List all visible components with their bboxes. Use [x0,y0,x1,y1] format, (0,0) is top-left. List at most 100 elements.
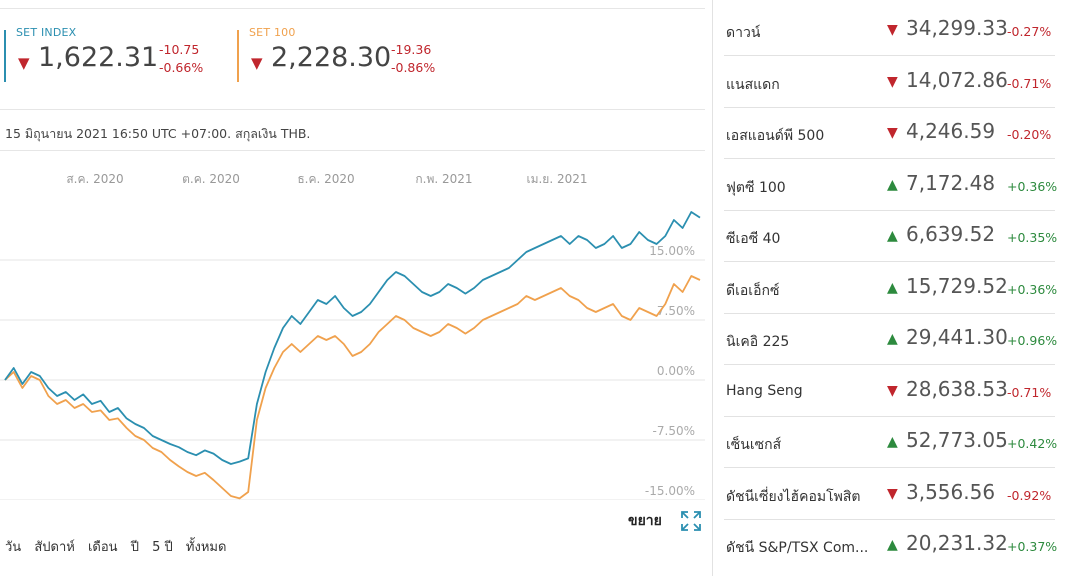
x-tick-label: ธ.ค. 2020 [297,172,354,186]
up-arrow-icon: ▲ [887,176,898,193]
divider [0,109,705,110]
market-chart-panel: SET INDEX ▼ 1,622.31 -10.75 -0.66% SET 1… [0,8,712,555]
y-tick-label: 0.00% [657,364,695,378]
range-year[interactable]: ปี [130,540,139,555]
timestamp-note: 15 มิถุนายน 2021 16:50 UTC +07:00. สกุลเ… [5,126,311,141]
series-color-bar [4,30,6,82]
market-row[interactable]: ดัชนี S&P/TSX Com... ▲ 20,231.32 +0.37% [713,520,1061,571]
market-change: -0.27% [1007,24,1052,39]
market-row[interactable]: Hang Seng ▼ 28,638.53 -0.71% [713,366,1061,417]
market-change: +0.36% [1007,281,1058,297]
y-tick-label: -15.00% [645,484,695,498]
market-value: 7,172.48 [906,170,996,195]
market-value: 29,441.30 [906,325,1008,349]
market-row[interactable]: เอสแอนด์พี 500 ▼ 4,246.59 -0.20% [713,108,1061,159]
market-change: -0.92% [1007,487,1052,503]
range-5year[interactable]: 5 ปี [152,540,173,555]
market-value: 4,246.59 [906,119,996,143]
market-value: 34,299.33 [906,16,1008,40]
divider [0,8,705,9]
market-change: +0.37% [1007,539,1058,554]
market-row[interactable]: เซ็นเซกส์ ▲ 52,773.05 +0.42% [713,417,1061,468]
series-line-set100 [4,275,701,500]
market-value: 52,773.05 [906,428,1008,452]
series-color-bar [237,30,239,82]
market-name: ดาวน์ [726,25,761,41]
x-tick-label: เม.ย. 2021 [526,172,587,186]
row-divider [724,209,1055,211]
index-card-set100[interactable]: SET 100 ▼ 2,228.30 -19.36 -0.86% [237,26,467,84]
market-change: +0.96% [1007,333,1058,348]
index-name: SET INDEX [16,26,77,39]
market-name: ดัชนี S&P/TSX Com... [726,540,869,556]
range-day[interactable]: วัน [5,540,22,555]
row-divider [724,467,1055,468]
change-amount: -10.75 [159,42,200,57]
down-arrow-icon: ▼ [887,125,898,141]
y-tick-label: -7.50% [653,424,695,438]
down-arrow-icon: ▼ [887,73,898,90]
market-name: เซ็นเซกส์ [726,437,782,453]
market-row[interactable]: ดัชนีเซี่ยงไฮ้คอมโพสิต ▼ 3,556.56 -0.92% [713,469,1061,520]
market-value: 20,231.32 [906,531,1008,555]
market-row[interactable]: แนสแดก ▼ 14,072.86 -0.71% [713,57,1061,108]
up-arrow-icon: ▲ [887,331,898,347]
market-name: เอสแอนด์พี 500 [726,128,825,144]
row-divider [724,261,1055,262]
market-change: +0.42% [1007,436,1058,451]
row-divider [724,518,1055,520]
row-divider [724,312,1055,314]
x-tick-label: ก.พ. 2021 [415,172,472,186]
index-name: SET 100 [249,26,296,39]
market-row[interactable]: นิเคอิ 225 ▲ 29,441.30 +0.96% [713,314,1061,365]
change-amount: -19.36 [391,42,432,57]
divider [0,150,705,151]
up-arrow-icon: ▲ [887,537,898,553]
up-arrow-icon: ▲ [887,434,898,450]
market-name: ซีเอซี 40 [726,231,781,247]
index-value: 2,228.30 [271,42,392,73]
market-row[interactable]: ดาวน์ ▼ 34,299.33 -0.27% [713,5,1061,56]
market-change: +0.36% [1007,178,1058,194]
row-divider [724,415,1055,417]
row-divider [724,158,1055,159]
market-name: Hang Seng [726,382,803,399]
y-tick-label: 15.00% [649,244,695,258]
market-list: ดาวน์ ▼ 34,299.33 -0.27% แนสแดก ▼ 14,072.86 -0.… [712,0,1071,576]
performance-chart[interactable]: 15.00% 7.50% 0.00% -7.50% -15.00% ส.ค. 2020 ต.… [0,160,712,500]
market-value: 15,729.52 [906,273,1008,298]
row-divider [724,364,1055,365]
market-name: นิเคอิ 225 [726,334,790,350]
down-arrow-icon: ▼ [18,54,30,72]
market-row[interactable]: ฟุตซี 100 ▲ 7,172.48 +0.36% [713,160,1061,211]
range-week[interactable]: สัปดาห์ [34,540,75,555]
down-arrow-icon: ▼ [887,22,898,38]
row-divider [724,106,1055,108]
expand-icon[interactable] [680,510,702,532]
series-line-set-index [4,211,701,465]
market-name: แนสแดก [726,76,780,93]
index-card-set[interactable]: SET INDEX ▼ 1,622.31 -10.75 -0.66% [4,26,229,84]
market-value: 3,556.56 [906,479,996,504]
market-value: 6,639.52 [906,222,996,246]
x-tick-label: ต.ค. 2020 [182,172,240,186]
x-tick-label: ส.ค. 2020 [66,172,123,186]
market-row[interactable]: ดีเอเอ็กซ์ ▲ 15,729.52 +0.36% [713,263,1061,314]
down-arrow-icon: ▼ [887,382,898,399]
range-all[interactable]: ทั้งหมด [185,540,227,555]
y-tick-label: 7.50% [657,304,695,318]
up-arrow-icon: ▲ [887,279,898,296]
up-arrow-icon: ▲ [887,228,898,244]
index-value: 1,622.31 [38,42,159,73]
index-change: -19.36 -0.86% [391,41,435,77]
range-month[interactable]: เดือน [87,540,118,555]
row-divider [724,55,1055,56]
change-percent: -0.86% [391,60,436,75]
expand-label[interactable]: ขยาย [628,513,662,529]
down-arrow-icon: ▼ [251,54,263,72]
market-row[interactable]: ซีเอซี 40 ▲ 6,639.52 +0.35% [713,211,1061,262]
market-change: -0.71% [1007,384,1052,400]
market-name: ฟุตซี 100 [726,179,786,196]
market-value: 14,072.86 [906,67,1008,92]
down-arrow-icon: ▼ [887,485,898,502]
